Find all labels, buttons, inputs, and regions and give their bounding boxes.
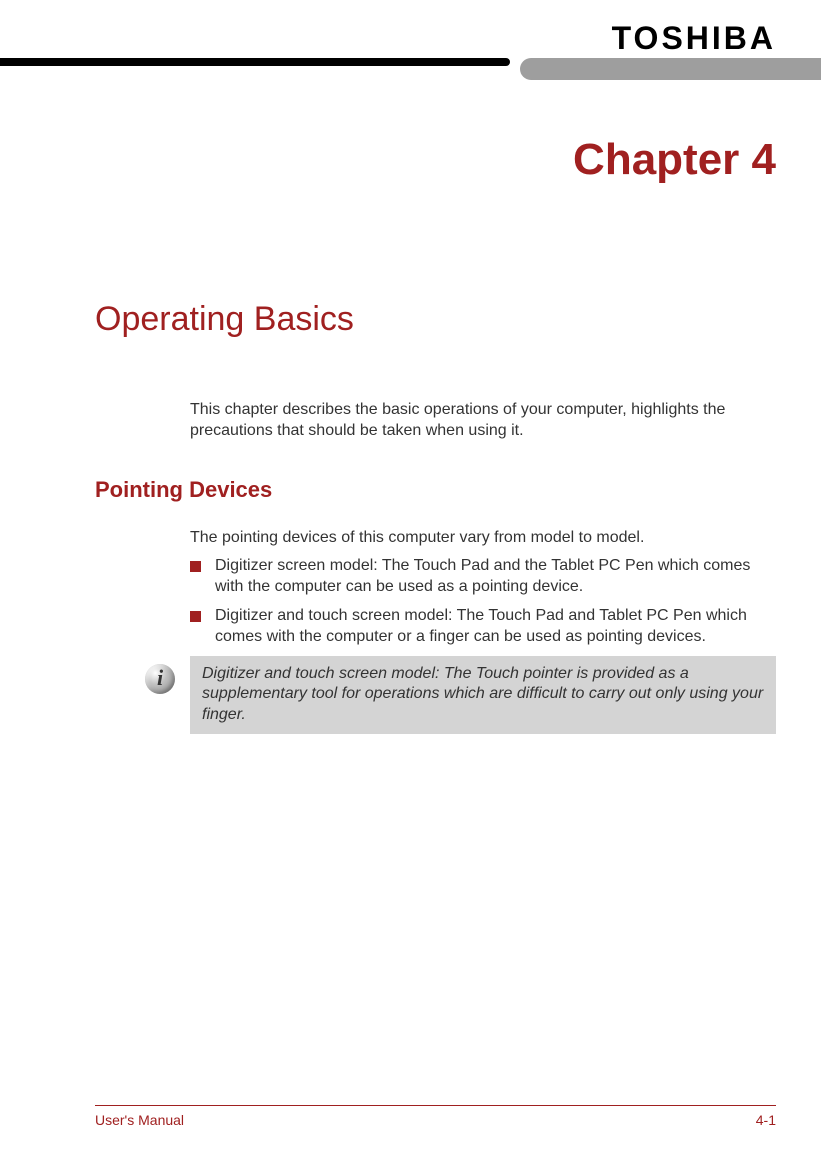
section-heading-pointing-devices: Pointing Devices [95,477,776,503]
footer-manual-label: User's Manual [95,1112,184,1128]
brand-logo: TOSHIBA [612,20,776,57]
bullet-text: Digitizer and touch screen model: The To… [215,607,747,645]
bullet-text: Digitizer screen model: The Touch Pad an… [215,557,750,595]
info-icon: i [145,664,175,694]
chapter-number: Chapter 4 [573,135,776,185]
bullet-square-icon [190,561,201,572]
header-bar-left [0,58,510,66]
bullet-item: Digitizer and touch screen model: The To… [190,606,776,648]
chapter-title: Operating Basics [95,300,354,339]
info-note-text: Digitizer and touch screen model: The To… [202,665,763,724]
page-footer: User's Manual 4-1 [95,1105,776,1128]
bullet-item: Digitizer screen model: The Touch Pad an… [190,556,776,598]
info-icon-circle: i [145,664,175,694]
page-container: TOSHIBA Chapter 4 Operating Basics This … [0,0,821,1168]
section-lead-text: The pointing devices of this computer va… [190,528,776,549]
info-note-box: i Digitizer and touch screen model: The … [190,656,776,734]
header-bar-right [520,58,821,80]
header-area: TOSHIBA [0,0,821,95]
intro-paragraph: This chapter describes the basic operati… [190,400,776,442]
info-icon-glyph: i [157,664,163,693]
header-bars [0,58,821,80]
content-area: This chapter describes the basic operati… [95,400,776,734]
footer-page-number: 4-1 [756,1112,776,1128]
bullet-square-icon [190,611,201,622]
